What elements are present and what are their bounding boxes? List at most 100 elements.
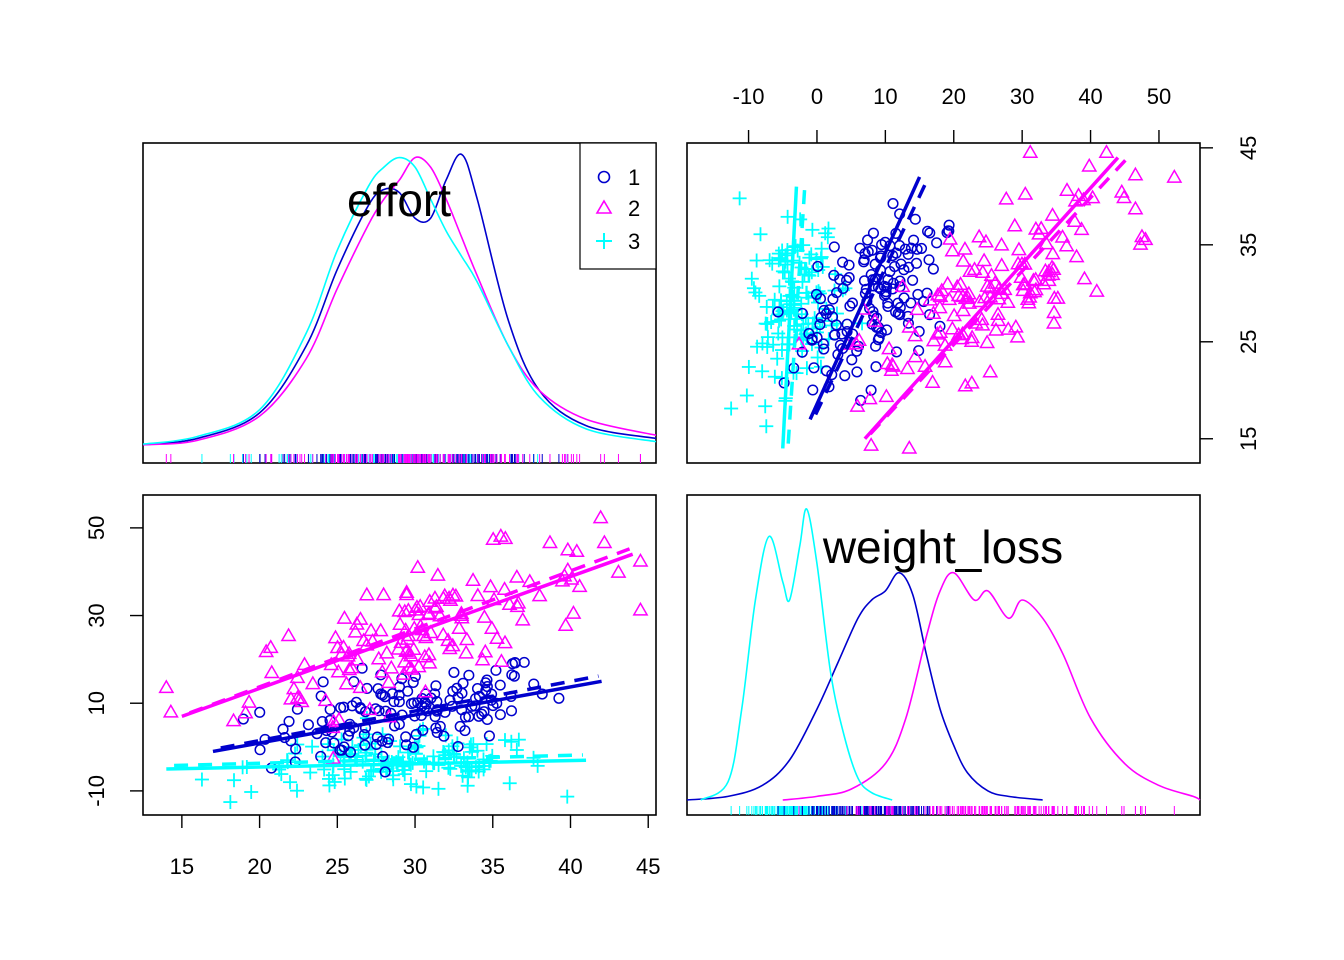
scatter-point-group-2 [1059,182,1075,196]
scatter-point-group-2 [957,377,974,392]
scatter-top-right-layer [724,144,1183,454]
scatter-point-group-2 [610,564,627,578]
scatter-point-group-2 [1058,237,1075,252]
scatter-point-group-1 [827,311,839,323]
panel-frame-scatter-top-right [686,142,1201,464]
x-tick-label-weight-loss: 30 [1010,84,1034,109]
scatter-point-group-1 [888,260,901,273]
scatter-point-group-2 [990,306,1006,321]
scatter-point-group-2 [1019,291,1036,306]
scatter-point-group-1 [899,243,911,255]
scatter-point-group-3 [343,764,358,779]
scatter-point-group-3 [799,285,814,300]
y-tick-label-effort: 35 [1236,233,1261,257]
scatter-point-group-3 [322,778,337,793]
density-weight-loss-layer [686,508,1201,815]
scatter-point-group-1 [463,669,475,681]
scatter-point-group-2 [867,313,883,327]
scatter-point-group-2 [403,661,420,675]
scatter-point-group-1 [922,225,934,237]
scatter-point-group-1 [379,766,391,778]
scatter-point-group-2 [949,278,966,293]
scatter-point-group-2 [410,658,427,673]
scatter-point-group-2 [881,340,898,355]
scatter-point-group-1 [823,304,835,316]
scatter-point-group-2 [988,321,1004,336]
scatter-point-group-1 [908,234,920,246]
scatter-point-group-2 [1025,272,1042,287]
scatter-point-group-1 [866,244,878,256]
panel-title-weight-loss: weight_loss [822,521,1063,573]
scatter-point-group-2 [1132,236,1149,250]
scatter-point-group-2 [937,353,954,368]
scatter-point-group-1 [431,726,443,739]
x-tick-label-effort: 15 [170,854,194,879]
scatter-point-group-2 [982,279,999,294]
scatter-point-group-1 [407,676,419,688]
scatter-point-group-3 [749,253,764,268]
scatter-point-group-1 [844,300,856,312]
scatter-point-group-2 [421,654,438,669]
y-tick-label-weight-loss: 10 [84,691,109,715]
scatter-point-group-1 [400,731,412,743]
scatter-point-group-1 [317,676,329,688]
legend-label-1: 1 [628,165,640,190]
smooth-line-group-3 [786,188,807,444]
scatter-point-group-3 [397,767,412,782]
scatter-point-group-1 [400,739,412,751]
scatter-point-group-1 [386,688,398,700]
scatter-point-group-2 [420,646,437,661]
x-tick-label-weight-loss: 50 [1147,84,1171,109]
x-tick-label-effort: 45 [636,854,660,879]
scatter-point-group-2 [508,568,525,583]
scatter-point-group-2 [447,587,464,602]
scatter-point-group-1 [494,709,506,721]
scatter-point-group-1 [810,288,823,300]
scatter-point-group-1 [818,304,830,316]
scatter-point-group-1 [778,377,790,389]
scatter-point-group-1 [902,310,914,322]
scatter-point-group-2 [901,318,918,333]
scatter-point-group-3 [419,764,434,779]
scatter-point-group-2 [932,324,949,339]
scatter-point-group-3 [325,768,340,783]
scatter-point-group-2 [849,398,866,412]
scatter-point-group-1 [818,343,830,355]
scatter-point-group-2 [514,611,531,626]
scatter-point-group-2 [1017,185,1034,200]
scatter-point-group-1 [290,743,302,755]
scatter-point-group-2 [363,622,379,637]
scatter-point-group-2 [1076,270,1093,285]
fit-line-group-3 [166,758,587,771]
scatter-point-group-3 [509,742,524,757]
scatter-point-group-2 [1006,217,1023,232]
scatter-point-group-1 [895,258,907,270]
scatter-point-group-2 [429,567,446,581]
density-curve-group-1 [142,153,657,446]
scatter-point-group-2 [1046,314,1062,329]
scatter-point-group-2 [848,335,865,350]
scatter-point-group-2 [347,623,364,638]
scatter-point-group-1 [254,744,266,756]
scatter-point-group-2 [341,661,358,676]
smooth-line-group-1 [814,178,930,416]
scatter-point-group-1 [872,334,884,346]
scatter-point-group-1 [890,346,903,358]
scatter-point-group-1 [434,720,446,732]
density-effort-layer [142,153,657,463]
scatter-point-group-1 [892,308,904,320]
scatter-point-group-2 [317,692,334,707]
scatter-point-group-2 [596,534,613,549]
scatter-point-group-3 [778,254,793,269]
scatter-point-group-2 [932,288,949,303]
density-curve-group-2 [782,571,1201,801]
scatter-point-group-2 [225,712,242,727]
scatter-point-group-1 [924,227,936,239]
scatter-point-group-2 [899,360,916,375]
scatter-point-group-1 [448,666,460,678]
x-tick-label-effort: 25 [325,854,349,879]
x-tick-label-weight-loss: 10 [873,84,897,109]
scatter-point-group-2 [982,363,999,378]
scatter-point-group-2 [963,333,980,347]
scatter-point-group-3 [732,191,747,206]
